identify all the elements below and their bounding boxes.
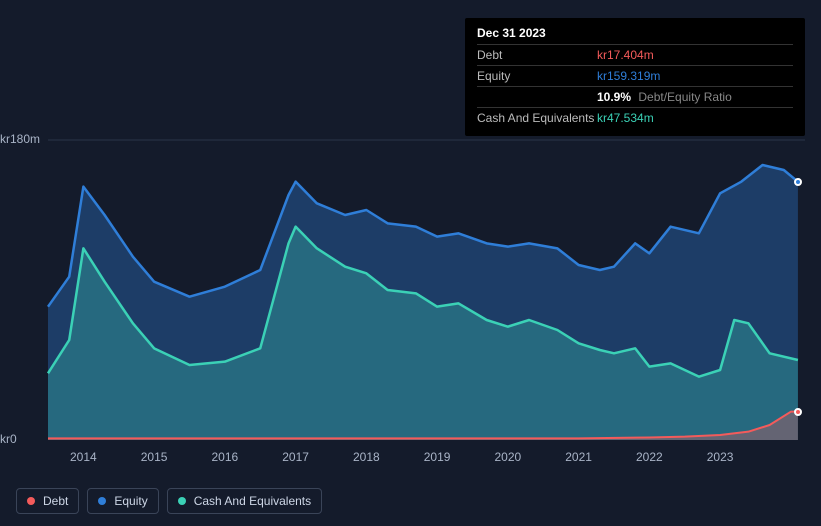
series-marker [794, 408, 802, 416]
x-axis-label: 2020 [495, 450, 522, 464]
legend-label: Cash And Equivalents [194, 494, 311, 508]
chart-legend: Debt Equity Cash And Equivalents [16, 488, 322, 514]
financials-area-chart [0, 0, 821, 526]
legend-item-equity[interactable]: Equity [87, 488, 158, 514]
series-marker [794, 178, 802, 186]
legend-dot [27, 497, 35, 505]
x-axis-label: 2015 [141, 450, 168, 464]
legend-item-cash[interactable]: Cash And Equivalents [167, 488, 322, 514]
x-axis-label: 2021 [565, 450, 592, 464]
legend-label: Debt [43, 494, 68, 508]
x-axis-label: 2023 [707, 450, 734, 464]
x-axis-label: 2022 [636, 450, 663, 464]
x-axis-label: 2018 [353, 450, 380, 464]
legend-dot [98, 497, 106, 505]
legend-item-debt[interactable]: Debt [16, 488, 79, 514]
x-axis-label: 2014 [70, 450, 97, 464]
x-axis-label: 2019 [424, 450, 451, 464]
x-axis-label: 2016 [212, 450, 239, 464]
legend-dot [178, 497, 186, 505]
legend-label: Equity [114, 494, 147, 508]
x-axis-label: 2017 [282, 450, 309, 464]
